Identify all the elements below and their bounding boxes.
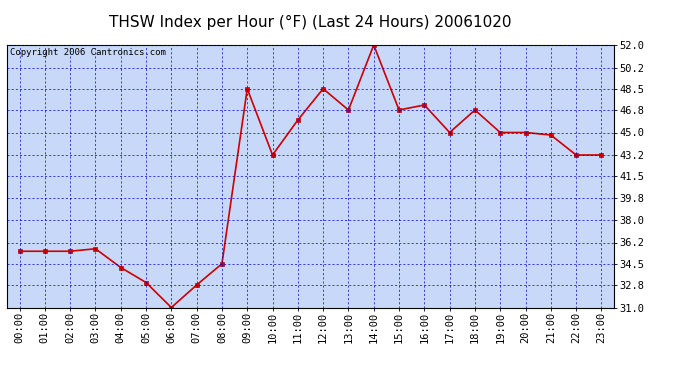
- Text: Copyright 2006 Cantronics.com: Copyright 2006 Cantronics.com: [10, 48, 166, 57]
- Text: THSW Index per Hour (°F) (Last 24 Hours) 20061020: THSW Index per Hour (°F) (Last 24 Hours)…: [109, 15, 512, 30]
